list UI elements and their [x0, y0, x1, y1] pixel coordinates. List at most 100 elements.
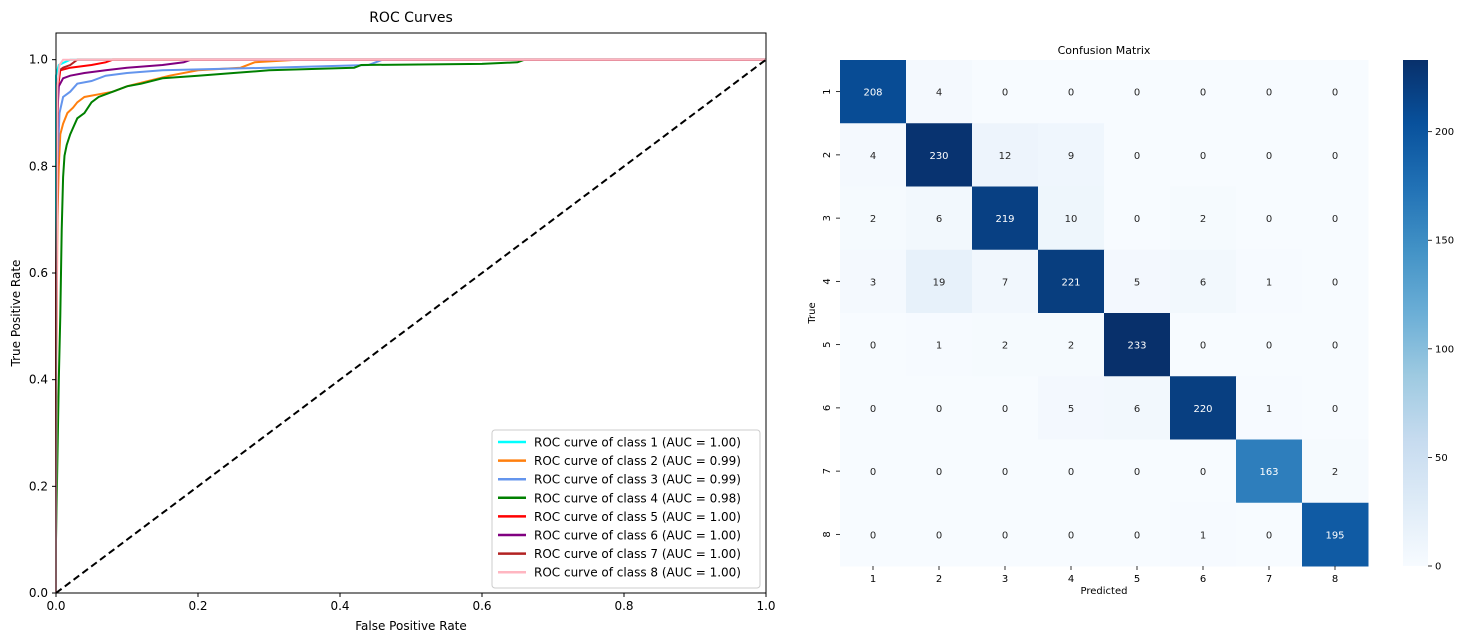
- confusion-matrix-cell-label: 1: [1200, 530, 1206, 541]
- confusion-matrix-cell-label: 6: [936, 214, 942, 225]
- confusion-matrix-cell-label: 1: [936, 341, 942, 352]
- confusion-matrix-cell-label: 0: [1332, 404, 1338, 415]
- confusion-matrix-cell-label: 0: [936, 530, 942, 541]
- confusion-matrix-cell-label: 0: [1002, 88, 1008, 99]
- colorbar-tick-label: 50: [1435, 453, 1448, 464]
- confusion-matrix-x-tick-label: 5: [1134, 574, 1140, 585]
- confusion-matrix-cell-label: 0: [870, 530, 876, 541]
- confusion-matrix-cell: [972, 249, 1039, 314]
- confusion-matrix-cell: [840, 123, 907, 187]
- confusion-matrix-cell: [1104, 60, 1171, 124]
- confusion-matrix-cell: [1104, 123, 1171, 187]
- confusion-matrix-cell: [1170, 60, 1237, 124]
- confusion-matrix-cell: [906, 439, 973, 504]
- colorbar-ticks: 0 50 100 150 200: [1428, 127, 1454, 573]
- confusion-matrix-cell-label: 0: [1134, 151, 1140, 162]
- confusion-matrix-cell-label: 2: [1200, 214, 1206, 225]
- colorbar: [1403, 60, 1428, 566]
- confusion-matrix-x-axis-label: Predicted: [1081, 586, 1128, 597]
- roc-legend-label-class-6: ROC curve of class 6 (AUC = 1.00): [534, 529, 741, 543]
- confusion-matrix-cell-label: 0: [1134, 467, 1140, 478]
- confusion-matrix-cell-label: 0: [936, 467, 942, 478]
- confusion-matrix-cell: [972, 502, 1039, 567]
- confusion-matrix-cell-label: 1: [1266, 404, 1272, 415]
- confusion-matrix-cell: [1302, 60, 1369, 124]
- confusion-matrix-cell-label: 5: [1134, 277, 1140, 288]
- confusion-matrix-y-tick-label: 1: [822, 88, 833, 94]
- confusion-matrix-cell: [1236, 439, 1303, 504]
- roc-legend: ROC curve of class 1 (AUC = 1.00) ROC cur…: [491, 429, 761, 589]
- roc-legend-label-class-5: ROC curve of class 5 (AUC = 1.00): [534, 510, 741, 524]
- confusion-matrix-cell-label: 0: [1332, 341, 1338, 352]
- confusion-matrix-cell-label: 0: [1266, 341, 1272, 352]
- confusion-matrix-cell: [1236, 502, 1303, 567]
- confusion-matrix-cell-label: 233: [1127, 341, 1146, 352]
- confusion-matrix-cell-label: 2: [1332, 467, 1338, 478]
- colorbar-tick-label: 150: [1435, 236, 1454, 247]
- confusion-matrix-cell-label: 0: [1266, 530, 1272, 541]
- confusion-matrix-cell: [1236, 249, 1303, 314]
- confusion-matrix-cell-label: 0: [1332, 214, 1338, 225]
- confusion-matrix-cell-label: 0: [1002, 467, 1008, 478]
- confusion-matrix-cell: [1302, 313, 1369, 377]
- confusion-matrix-cell: [1236, 376, 1303, 440]
- confusion-matrix-cell-label: 230: [929, 151, 948, 162]
- confusion-matrix-cell: [906, 249, 973, 314]
- confusion-matrix-cell-label: 0: [870, 467, 876, 478]
- roc-x-ticks: 0.0 0.2 0.4 0.6 0.8 1.0: [46, 593, 776, 613]
- roc-y-tick-label: 0.8: [29, 159, 48, 173]
- confusion-matrix-y-tick-label: 4: [822, 278, 833, 284]
- confusion-matrix-cell: [1038, 186, 1105, 251]
- confusion-matrix-cell-label: 19: [933, 277, 946, 288]
- confusion-matrix-cell-label: 220: [1193, 404, 1212, 415]
- confusion-matrix-cell: [906, 186, 973, 251]
- confusion-matrix-y-tick-label: 5: [822, 341, 833, 347]
- confusion-matrix-cell: [1302, 249, 1369, 314]
- confusion-matrix-cell-label: 0: [1068, 88, 1074, 99]
- confusion-matrix-cell: [1104, 376, 1171, 440]
- confusion-matrix-cell: [972, 123, 1039, 187]
- confusion-matrix-cell-label: 7: [1002, 277, 1008, 288]
- confusion-matrix-cell-label: 6: [1200, 277, 1206, 288]
- confusion-matrix-cell: [1302, 186, 1369, 251]
- roc-y-tick-label: 0.6: [29, 266, 48, 280]
- confusion-matrix-x-tick-label: 7: [1266, 574, 1272, 585]
- roc-y-ticks: 0.0 0.2 0.4 0.6 0.8 1.0: [29, 53, 56, 600]
- confusion-matrix-cell-label: 0: [1002, 530, 1008, 541]
- confusion-matrix-cell-label: 0: [1200, 88, 1206, 99]
- roc-y-tick-label: 0.0: [29, 586, 48, 600]
- confusion-matrix-cell-label: 0: [1134, 530, 1140, 541]
- confusion-matrix-cell: [906, 123, 973, 187]
- confusion-matrix-cell-label: 0: [1002, 404, 1008, 415]
- confusion-matrix-cell: [972, 376, 1039, 440]
- confusion-matrix-x-tick-label: 1: [870, 574, 876, 585]
- confusion-matrix-cell-label: 4: [870, 151, 876, 162]
- confusion-matrix-cell-label: 6: [1134, 404, 1140, 415]
- roc-x-tick-label: 0.8: [614, 599, 633, 613]
- confusion-matrix-x-ticks: 1 2 3 4 5 6 7 8: [870, 566, 1338, 585]
- roc-legend-label-class-1: ROC curve of class 1 (AUC = 1.00): [534, 436, 741, 450]
- confusion-matrix-cell-label: 10: [1065, 214, 1078, 225]
- confusion-matrix-cell: [840, 502, 907, 567]
- confusion-matrix-cell: [840, 313, 907, 377]
- confusion-matrix-cell: [906, 502, 973, 567]
- confusion-matrix-chart: Confusion Matrix 208 4 0 0 0 0 0 04 230 12 9 0 0 0 02 6…: [807, 44, 1454, 597]
- confusion-matrix-cell-label: 163: [1259, 467, 1278, 478]
- confusion-matrix-cell: [1038, 60, 1105, 124]
- confusion-matrix-cell: [1170, 439, 1237, 504]
- confusion-matrix-cell: [1170, 376, 1237, 440]
- confusion-matrix-cell-label: 195: [1325, 530, 1344, 541]
- confusion-matrix-cell: [972, 313, 1039, 377]
- roc-legend-box: [491, 429, 761, 589]
- confusion-matrix-cell: [840, 60, 907, 124]
- confusion-matrix-cell-label: 0: [1068, 530, 1074, 541]
- confusion-matrix-cell: [840, 376, 907, 440]
- confusion-matrix-cell: [840, 439, 907, 504]
- roc-legend-label-class-8: ROC curve of class 8 (AUC = 1.00): [534, 566, 741, 580]
- confusion-matrix-cell-label: 2: [870, 214, 876, 225]
- roc-y-tick-label: 0.2: [29, 479, 48, 493]
- confusion-matrix-x-tick-label: 3: [1002, 574, 1008, 585]
- roc-x-tick-label: 0.0: [46, 599, 65, 613]
- confusion-matrix-cell: [1236, 60, 1303, 124]
